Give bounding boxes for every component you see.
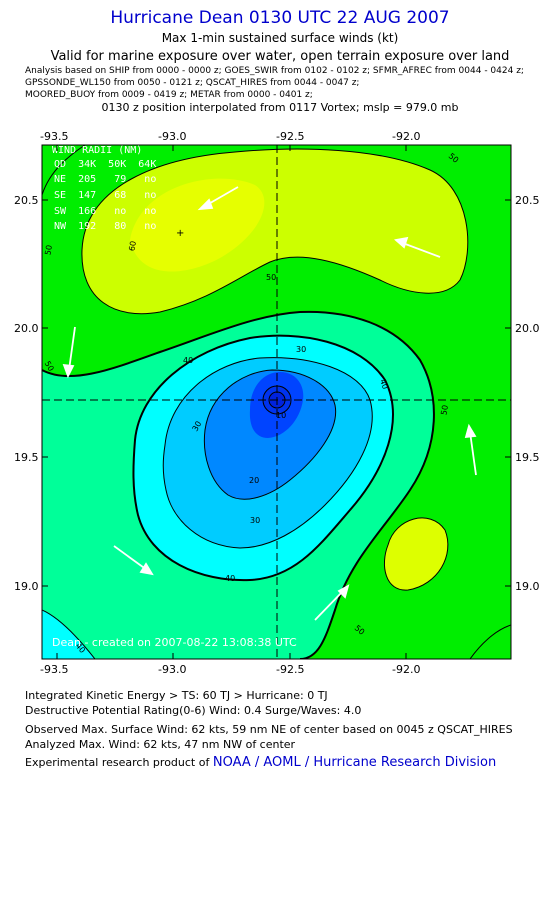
product-prefix: Experimental research product of [25, 756, 213, 769]
contour-label: 50 [43, 244, 54, 256]
position-note: 0130 z position interpolated from 0117 V… [101, 101, 459, 114]
contour-label: 50 [439, 404, 450, 416]
x-tick-label: -93.5 [40, 130, 68, 143]
analysis-line: Analysis based on SHIP from 0000 - 0000 … [25, 66, 524, 76]
page-title: Hurricane Dean 0130 UTC 22 AUG 2007 [110, 8, 450, 28]
x-tick-label: -92.0 [392, 663, 420, 676]
tick-marks [42, 145, 511, 659]
wind-radii-row: NW 192 80 no [54, 221, 156, 232]
wind-contours [42, 145, 511, 659]
credit-text: Dean - created on 2007-08-22 13:08:38 UT… [52, 636, 297, 649]
contour-label: 40 [378, 378, 390, 391]
ike-line: Integrated Kinetic Energy > TS: 60 TJ > … [25, 689, 328, 702]
wind-field-map: + WIND RADII (NM) QD 34K 50K 64K NE 205 … [14, 130, 540, 676]
max-wind-marker: + [176, 228, 184, 239]
y-tick-label: 20.0 [515, 322, 540, 335]
x-tick-label: -93.0 [158, 130, 186, 143]
contour-label: 40 [183, 356, 193, 365]
x-tick-label: -92.5 [276, 663, 304, 676]
x-tick-label: -93.0 [158, 663, 186, 676]
y-tick-label: 20.0 [14, 322, 39, 335]
subtitle: Max 1-min sustained surface winds (kt) [161, 31, 399, 45]
observed-wind-line: Observed Max. Surface Wind: 62 kts, 59 n… [25, 723, 513, 736]
y-tick-label: 20.5 [14, 194, 39, 207]
y-tick-label: 19.5 [14, 451, 39, 464]
analyzed-wind-line: Analyzed Max. Wind: 62 kts, 47 nm NW of … [25, 738, 296, 751]
contour-labels: 10 20 30 40 50 60 30 40 50 50 40 30 50 5… [43, 151, 461, 655]
product-credit: Experimental research product of NOAA / … [25, 755, 496, 770]
wind-radii-row: SW 166 no no [54, 206, 156, 217]
contour-label: 20 [249, 476, 259, 485]
org-link[interactable]: NOAA / AOML / Hurricane Research Divisio… [212, 755, 497, 770]
wind-radii-row: NE 205 79 no [54, 174, 156, 185]
y-tick-label: 19.5 [515, 451, 540, 464]
wind-band-30-sw [42, 610, 95, 659]
contour-label: 30 [250, 516, 260, 525]
axis-labels: -93.5 -93.0 -92.5 -92.0 -93.5 -93.0 -92.… [14, 130, 540, 676]
contour-label: 30 [191, 420, 204, 433]
contour-label: 40 [225, 574, 235, 583]
wind-arrows [62, 186, 477, 621]
x-tick-label: -92.0 [392, 130, 420, 143]
analysis-line: GPSSONDE_WL150 from 0050 - 0121 z; QSCAT… [25, 78, 360, 88]
contour-label: 50 [266, 273, 276, 282]
contour-label: 50 [43, 360, 56, 373]
y-tick-label: 20.5 [515, 194, 540, 207]
contour-label: 60 [127, 240, 138, 252]
wind-radii-row: SE 147 68 no [54, 190, 156, 201]
center-crosshair [42, 145, 511, 659]
x-tick-label: -92.5 [276, 130, 304, 143]
validity-note: Valid for marine exposure over water, op… [50, 49, 510, 64]
wind-band-60-core [130, 178, 265, 272]
y-tick-label: 19.0 [14, 580, 39, 593]
y-tick-label: 19.0 [515, 580, 540, 593]
x-tick-label: -93.5 [40, 663, 68, 676]
contour-label: 10 [276, 411, 286, 420]
dpr-line: Destructive Potential Rating(0-6) Wind: … [25, 704, 362, 717]
wind-radii-table: WIND RADII (NM) QD 34K 50K 64K NE 205 79… [52, 145, 156, 232]
contour-label: 30 [296, 345, 306, 354]
analysis-line: MOORED_BUOY from 0009 - 0419 z; METAR fr… [25, 90, 313, 100]
wind-radii-row: QD 34K 50K 64K [54, 159, 156, 170]
wind-radii-title: WIND RADII (NM) [52, 145, 142, 156]
wind-band-60-south [384, 517, 448, 591]
